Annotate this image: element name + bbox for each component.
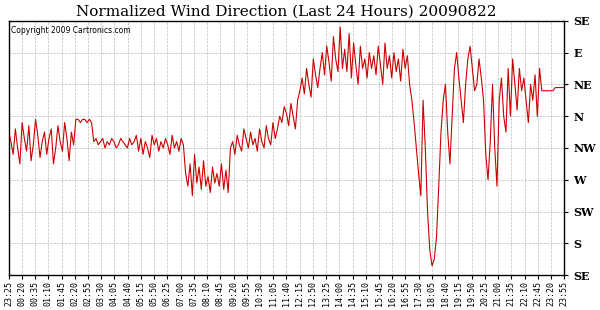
Text: Copyright 2009 Cartronics.com: Copyright 2009 Cartronics.com: [11, 26, 131, 35]
Title: Normalized Wind Direction (Last 24 Hours) 20090822: Normalized Wind Direction (Last 24 Hours…: [76, 4, 497, 18]
